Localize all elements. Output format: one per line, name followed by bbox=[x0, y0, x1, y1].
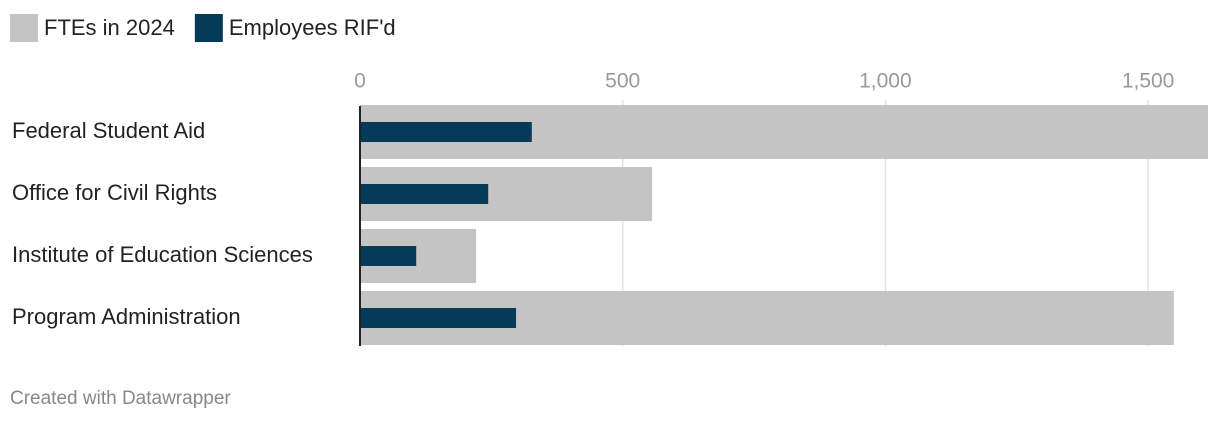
x-tick-label: 500 bbox=[605, 70, 640, 93]
bar bbox=[360, 308, 517, 328]
category-label: Program Administration bbox=[12, 304, 241, 329]
footer: Created with Datawrapper bbox=[10, 388, 231, 409]
category-label: Institute of Education Sciences bbox=[12, 242, 313, 267]
legend-label: Employees RIF'd bbox=[229, 15, 396, 40]
x-tick-label: 1,500 bbox=[1122, 70, 1175, 93]
bar bbox=[360, 246, 417, 266]
legend-swatch bbox=[10, 14, 38, 42]
x-tick-label: 0 bbox=[354, 70, 366, 93]
category-label: Federal Student Aid bbox=[12, 118, 205, 143]
x-tick-label: 1,000 bbox=[859, 70, 912, 93]
legend-swatch bbox=[194, 14, 223, 42]
category-label: Office for Civil Rights bbox=[12, 180, 217, 205]
bar bbox=[360, 122, 532, 142]
bar bbox=[360, 184, 489, 204]
legend-label: FTEs in 2024 bbox=[44, 15, 175, 40]
